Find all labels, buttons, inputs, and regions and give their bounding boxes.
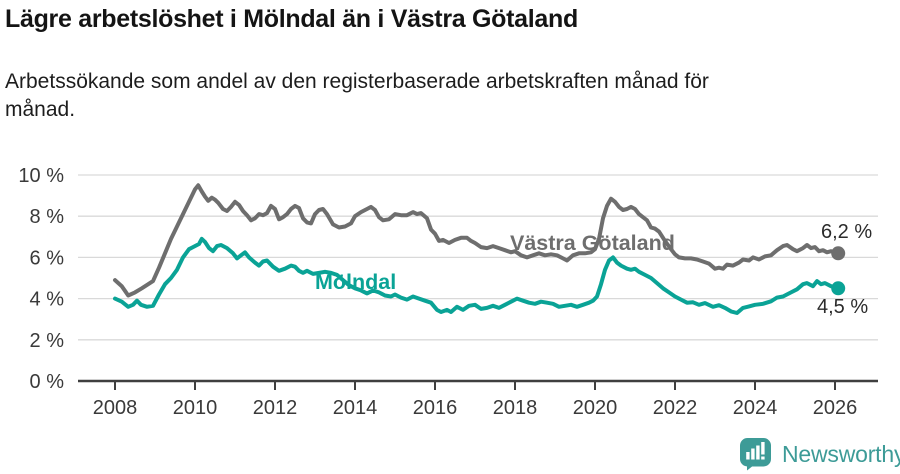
x-tick-label-2014: 2014	[333, 397, 378, 419]
series-label-vastra-gotaland: Västra Götaland	[510, 231, 675, 255]
chart-subtitle: Arbetssökande som andel av den registerb…	[5, 68, 865, 124]
newsworthy-footer: Newsworthy	[739, 437, 900, 471]
x-tick-label-2008: 2008	[93, 397, 138, 419]
subtitle-line-2: månad.	[5, 98, 76, 121]
y-tick-label-2: 2 %	[30, 330, 65, 352]
newsworthy-brand-text: Newsworthy	[782, 440, 900, 467]
x-tick-label-2020: 2020	[573, 397, 618, 419]
series-line-vastra-gotaland	[113, 183, 841, 298]
y-tick-label-0: 0 %	[30, 371, 65, 393]
y-tick-label-4: 4 %	[30, 289, 65, 311]
x-tick-label-2012: 2012	[253, 397, 298, 419]
x-tick-label-2018: 2018	[493, 397, 538, 419]
subtitle-line-1: Arbetssökande som andel av den registerb…	[5, 70, 709, 93]
y-tick-label-6: 6 %	[30, 247, 65, 269]
x-tick-label-2024: 2024	[733, 397, 778, 419]
newsworthy-logo-icon	[740, 438, 771, 471]
x-tick-label-2026: 2026	[813, 397, 858, 419]
x-tick-label-2010: 2010	[173, 397, 218, 419]
x-tick-label-2016: 2016	[413, 397, 458, 419]
x-tick-label-2022: 2022	[653, 397, 698, 419]
y-tick-label-10: 10 %	[18, 165, 64, 187]
series-label-molndal: Mölndal	[315, 270, 396, 294]
series-end-label-vastra-gotaland: 6,2 %	[821, 221, 872, 243]
y-tick-label-8: 8 %	[30, 206, 65, 228]
chart-header: Lägre arbetslöshet i Mölndal än i Västra…	[5, 5, 875, 34]
series-end-dot-vastra-gotaland	[831, 246, 846, 261]
page-title: Lägre arbetslöshet i Mölndal än i Västra…	[5, 5, 578, 33]
series-end-label-molndal: 4,5 %	[817, 296, 868, 318]
series-line-molndal	[113, 236, 841, 315]
series-end-dot-molndal	[831, 281, 846, 296]
